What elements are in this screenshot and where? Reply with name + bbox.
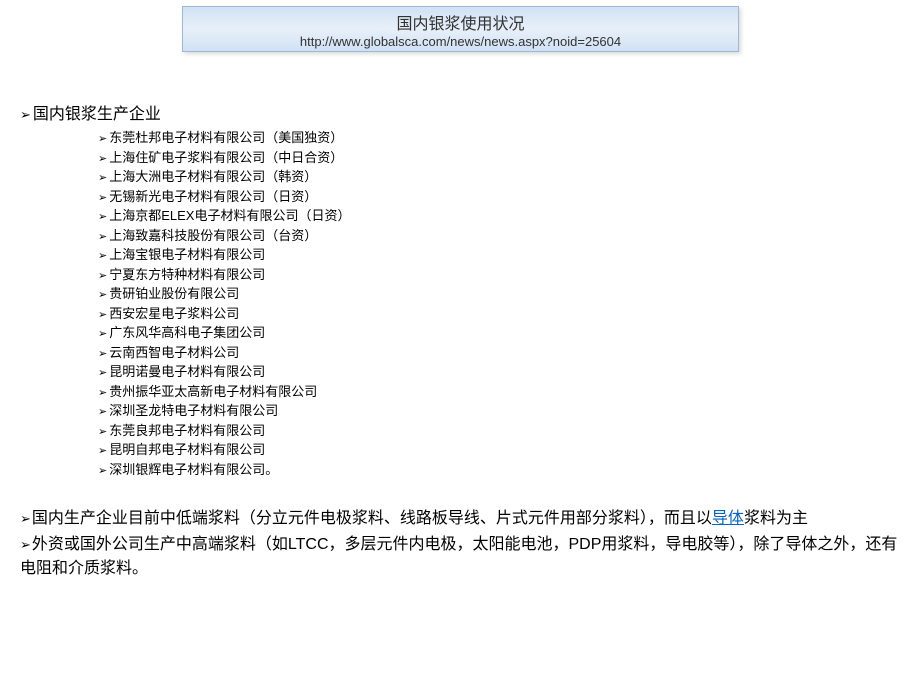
company-list: 东莞杜邦电子材料有限公司（美国独资） 上海住矿电子浆料有限公司（中日合资） 上海… [98, 128, 900, 479]
paragraph-1: 国内生产企业目前中低端浆料（分立元件电极浆料、线路板导线、片式元件用部分浆料），… [20, 507, 900, 531]
company-item: 西安宏星电子浆料公司 [98, 304, 900, 324]
bullet-icon [20, 536, 32, 553]
header-box: 国内银浆使用状况 http://www.globalsca.com/news/n… [182, 6, 739, 52]
p2-text: 外资或国外公司生产中高端浆料（如LTCC，多层元件内电极，太阳能电池，PDP用浆… [20, 536, 897, 577]
p1-text-before: 国内生产企业目前中低端浆料（分立元件电极浆料、线路板导线、片式元件用部分浆料），… [32, 510, 712, 527]
company-item: 贵州振华亚太高新电子材料有限公司 [98, 382, 900, 402]
p1-text-after: 浆料为主 [744, 510, 808, 527]
company-item: 昆明诺曼电子材料有限公司 [98, 362, 900, 382]
company-item: 贵研铂业股份有限公司 [98, 284, 900, 304]
company-item: 上海京都ELEX电子材料有限公司（日资） [98, 206, 900, 226]
content-area: 国内银浆生产企业 东莞杜邦电子材料有限公司（美国独资） 上海住矿电子浆料有限公司… [20, 100, 900, 583]
header-url: http://www.globalsca.com/news/news.aspx?… [300, 34, 621, 49]
section1-title: 国内银浆生产企业 [20, 100, 900, 124]
company-item: 深圳银辉电子材料有限公司。 [98, 460, 900, 480]
company-item: 东莞杜邦电子材料有限公司（美国独资） [98, 128, 900, 148]
company-item: 云南西智电子材料公司 [98, 343, 900, 363]
company-item: 宁夏东方特种材料有限公司 [98, 265, 900, 285]
company-item: 深圳圣龙特电子材料有限公司 [98, 401, 900, 421]
company-item: 上海大洲电子材料有限公司（韩资） [98, 167, 900, 187]
company-item: 昆明自邦电子材料有限公司 [98, 440, 900, 460]
company-item: 上海住矿电子浆料有限公司（中日合资） [98, 148, 900, 168]
header-title: 国内银浆使用状况 [396, 10, 524, 34]
conductor-link[interactable]: 导体 [712, 510, 744, 527]
company-item: 广东风华高科电子集团公司 [98, 323, 900, 343]
bullet-icon [20, 510, 32, 527]
company-item: 无锡新光电子材料有限公司（日资） [98, 187, 900, 207]
company-item: 上海宝银电子材料有限公司 [98, 245, 900, 265]
paragraph-2: 外资或国外公司生产中高端浆料（如LTCC，多层元件内电极，太阳能电池，PDP用浆… [20, 533, 900, 581]
company-item: 东莞良邦电子材料有限公司 [98, 421, 900, 441]
company-item: 上海致嘉科技股份有限公司（台资） [98, 226, 900, 246]
